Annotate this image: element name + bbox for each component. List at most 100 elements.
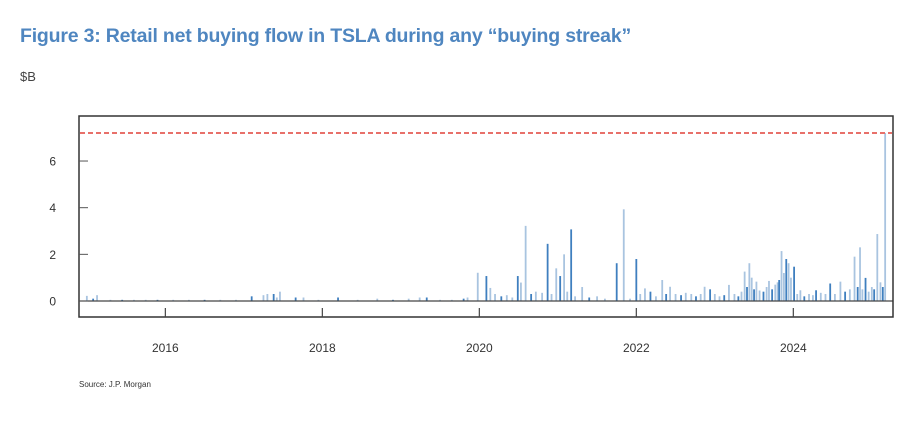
bar: [563, 254, 565, 301]
x-tick-label: 2020: [466, 341, 493, 355]
y-tick-label: 2: [49, 248, 56, 262]
bar: [516, 276, 519, 301]
bar: [275, 297, 278, 301]
bar: [839, 281, 842, 301]
bar: [476, 272, 479, 301]
bar: [768, 280, 770, 301]
bar: [765, 287, 768, 301]
bar: [864, 277, 867, 301]
source-note: Source: J.P. Morgan: [79, 380, 151, 389]
bar: [793, 266, 795, 301]
x-tick-label: 2024: [780, 341, 807, 355]
bar: [713, 294, 716, 301]
bar: [425, 297, 428, 301]
plot-frame: [78, 115, 894, 318]
bar: [690, 294, 693, 301]
bar: [266, 294, 269, 301]
bar: [834, 294, 836, 301]
bar: [294, 297, 297, 301]
bar: [462, 298, 465, 301]
bar: [635, 259, 638, 301]
bar: [661, 280, 664, 301]
x-tick-label: 2016: [152, 341, 179, 355]
bar: [524, 225, 527, 301]
bar: [808, 294, 810, 301]
bar: [684, 292, 687, 301]
bar: [815, 290, 817, 301]
figure-title: Figure 3: Retail net buying flow in TSLA…: [20, 25, 632, 47]
bar: [559, 276, 562, 301]
bar: [494, 294, 496, 301]
bar: [541, 292, 544, 301]
bar: [550, 294, 553, 301]
bar: [733, 294, 736, 301]
bar: [762, 291, 765, 301]
bar: [489, 287, 492, 301]
bar: [302, 297, 305, 301]
bar: [737, 296, 740, 301]
bar: [622, 209, 625, 301]
bar: [881, 287, 884, 301]
bar: [581, 287, 584, 301]
bar: [703, 286, 706, 301]
bar: [799, 290, 802, 301]
bar: [680, 295, 682, 301]
bar: [790, 277, 792, 301]
bar: [819, 292, 822, 301]
y-tick-label: 0: [49, 295, 56, 309]
bar: [644, 288, 646, 301]
bar: [85, 295, 88, 301]
bar: [639, 294, 642, 301]
y-tick-label: 6: [49, 155, 56, 169]
bar: [649, 291, 652, 301]
bar: [574, 296, 576, 301]
bar: [824, 294, 827, 301]
bar: [746, 287, 748, 301]
bar: [407, 298, 410, 301]
bar: [596, 296, 598, 301]
bar: [655, 296, 657, 301]
bar: [785, 259, 788, 301]
bar: [615, 263, 618, 301]
bar: [723, 295, 726, 301]
bar: [867, 291, 870, 301]
bar: [876, 234, 879, 301]
bar: [520, 282, 522, 301]
bar: [629, 298, 631, 301]
bar: [250, 296, 253, 301]
bar: [669, 286, 671, 301]
bar: [530, 294, 533, 301]
bar: [844, 291, 847, 301]
bar: [709, 289, 712, 301]
bar: [272, 294, 275, 301]
bar: [555, 268, 558, 301]
x-tick-label: 2018: [309, 341, 336, 355]
bar: [776, 282, 779, 301]
bar: [604, 298, 606, 301]
bar: [873, 289, 876, 301]
bar: [570, 229, 573, 301]
bar: [500, 296, 503, 301]
bar: [753, 289, 755, 301]
bar: [859, 247, 861, 301]
bar: [466, 297, 469, 301]
bar: [853, 256, 856, 301]
bar: [796, 294, 799, 301]
bar: [96, 295, 98, 301]
bar: [740, 291, 743, 301]
bar: [279, 291, 281, 301]
bar: [848, 289, 851, 301]
bar: [750, 277, 753, 301]
bar: [771, 289, 774, 301]
bar: [755, 281, 758, 301]
bar: [674, 294, 677, 301]
bar: [782, 273, 785, 301]
bar: [505, 295, 508, 301]
y-tick-label: 4: [49, 201, 56, 215]
bar: [485, 276, 488, 301]
bar: [856, 287, 859, 301]
bar: [534, 291, 537, 301]
bar: [778, 280, 781, 301]
bar: [665, 294, 668, 301]
